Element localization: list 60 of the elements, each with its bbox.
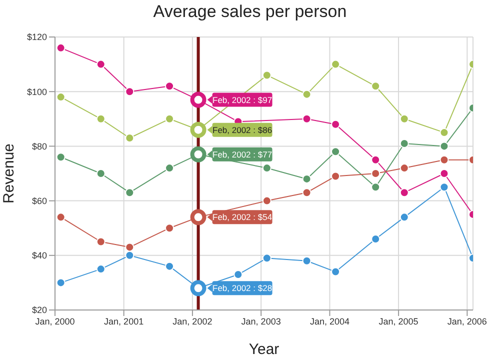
x-tick-label: Jan, 2006 (447, 316, 487, 326)
point (371, 155, 380, 164)
point (96, 237, 106, 246)
point (331, 172, 340, 181)
x-tick-label: Jan, 2000 (35, 316, 75, 326)
annotation: Feb, 2002 : $77 (212, 149, 272, 160)
point (331, 60, 340, 69)
x-tick-label: Jan, 2003 (241, 316, 281, 326)
point (302, 114, 312, 124)
x-tick-label: Jan, 2005 (378, 316, 418, 326)
point (125, 250, 134, 260)
point (96, 60, 106, 69)
point (400, 114, 409, 124)
point (302, 188, 312, 198)
point (440, 142, 449, 151)
point (302, 90, 312, 99)
x-tick-label: Jan, 2001 (104, 316, 144, 326)
y-tick-label: $20 (32, 305, 47, 316)
annotation: Feb, 2002 : $86 (212, 124, 272, 135)
point (262, 196, 272, 206)
point (165, 82, 174, 91)
point (371, 82, 380, 91)
point (56, 43, 66, 52)
point (165, 262, 174, 271)
annotation: Feb, 2002 : $97 (212, 94, 272, 105)
y-tick-label: $60 (32, 196, 47, 206)
x-axis-title: Year (248, 341, 280, 356)
point (371, 182, 380, 192)
point (165, 114, 174, 124)
point (400, 212, 409, 222)
point (302, 256, 312, 266)
chart-title: Average sales per person (152, 2, 348, 22)
point (125, 242, 134, 252)
annotation: Feb, 2002 : $54 (212, 212, 272, 222)
point (56, 152, 66, 162)
point (331, 267, 340, 276)
x-tick-label: Jan, 2004 (310, 316, 350, 326)
y-tick-label: $80 (32, 141, 47, 152)
point (400, 188, 409, 198)
point (262, 70, 272, 80)
y-tick-label: $40 (32, 250, 47, 261)
point (125, 87, 134, 96)
point (440, 169, 449, 178)
point (165, 224, 174, 233)
point (96, 114, 106, 124)
y-axis-title: Revenue (0, 143, 18, 204)
point (96, 169, 106, 178)
point (440, 182, 449, 192)
point (262, 254, 272, 263)
y-tick-label: $100 (26, 86, 47, 97)
point (371, 169, 380, 178)
point (56, 212, 66, 222)
point (331, 120, 340, 129)
point (125, 188, 134, 198)
point (331, 147, 340, 156)
point (440, 155, 449, 164)
y-tick-label: $120 (26, 32, 47, 42)
x-tick-label: Jan, 2002 (172, 316, 212, 326)
point (56, 278, 66, 288)
annotation: Feb, 2002 : $28 (212, 283, 272, 294)
